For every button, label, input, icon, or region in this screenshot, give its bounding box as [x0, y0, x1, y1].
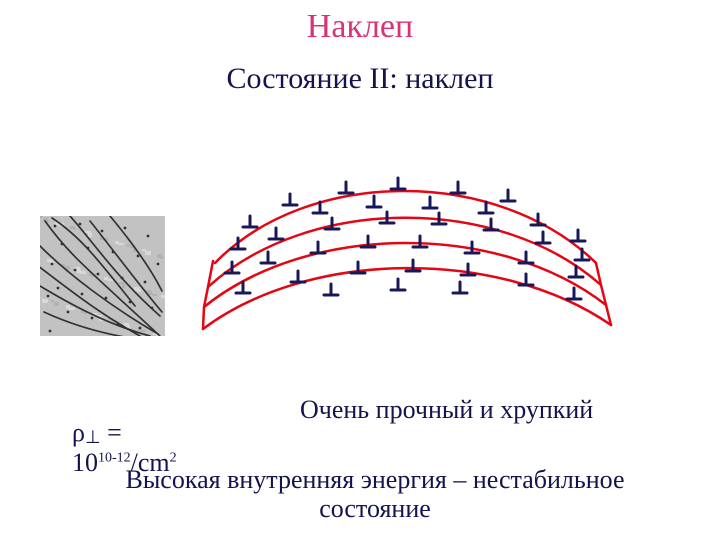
- perp-icon: ⊥: [85, 427, 101, 447]
- dislocation-svg: [198, 175, 618, 343]
- micrograph-svg: [40, 216, 165, 336]
- page-title: Наклеп: [0, 8, 720, 46]
- micrograph-image: [40, 216, 165, 336]
- energy-caption-line2: состояние: [319, 494, 431, 523]
- dislocation-diagram: [198, 175, 618, 343]
- energy-caption: Высокая внутренняя энергия – нестабильно…: [60, 466, 690, 523]
- density-exp: 10-12: [98, 450, 131, 465]
- energy-caption-line1: Высокая внутренняя энергия – нестабильно…: [125, 465, 624, 494]
- density-variable: ρ: [72, 418, 85, 447]
- density-unit-exp: 2: [170, 450, 177, 465]
- density-equals: =: [107, 418, 122, 447]
- page-subtitle: Состояние II: наклеп: [0, 62, 720, 96]
- property-caption: Очень прочный и хрупкий: [300, 395, 700, 425]
